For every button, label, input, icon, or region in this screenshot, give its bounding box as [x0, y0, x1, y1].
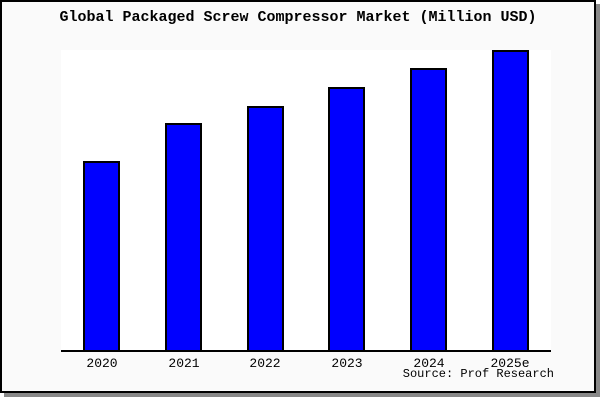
bar-2023	[328, 87, 365, 350]
bar-2025e	[492, 50, 529, 350]
x-tick-label-2025e: 2025e	[490, 356, 530, 371]
x-tick-label-2023: 2023	[331, 356, 363, 371]
chart-frame: Global Packaged Screw Compressor Market …	[0, 0, 596, 393]
x-tick-label-2022: 2022	[249, 356, 281, 371]
bar-2022	[247, 106, 284, 350]
x-tick-label-2020: 2020	[86, 356, 118, 371]
chart-title: Global Packaged Screw Compressor Market …	[59, 9, 537, 26]
bar-2020	[83, 161, 120, 350]
plot-area	[61, 50, 551, 352]
x-tick-label-2021: 2021	[168, 356, 200, 371]
x-tick-label-2024: 2024	[413, 356, 445, 371]
source-note: Source: Prof Research	[402, 367, 554, 381]
bar-2021	[165, 123, 202, 350]
bar-2024	[410, 68, 447, 350]
